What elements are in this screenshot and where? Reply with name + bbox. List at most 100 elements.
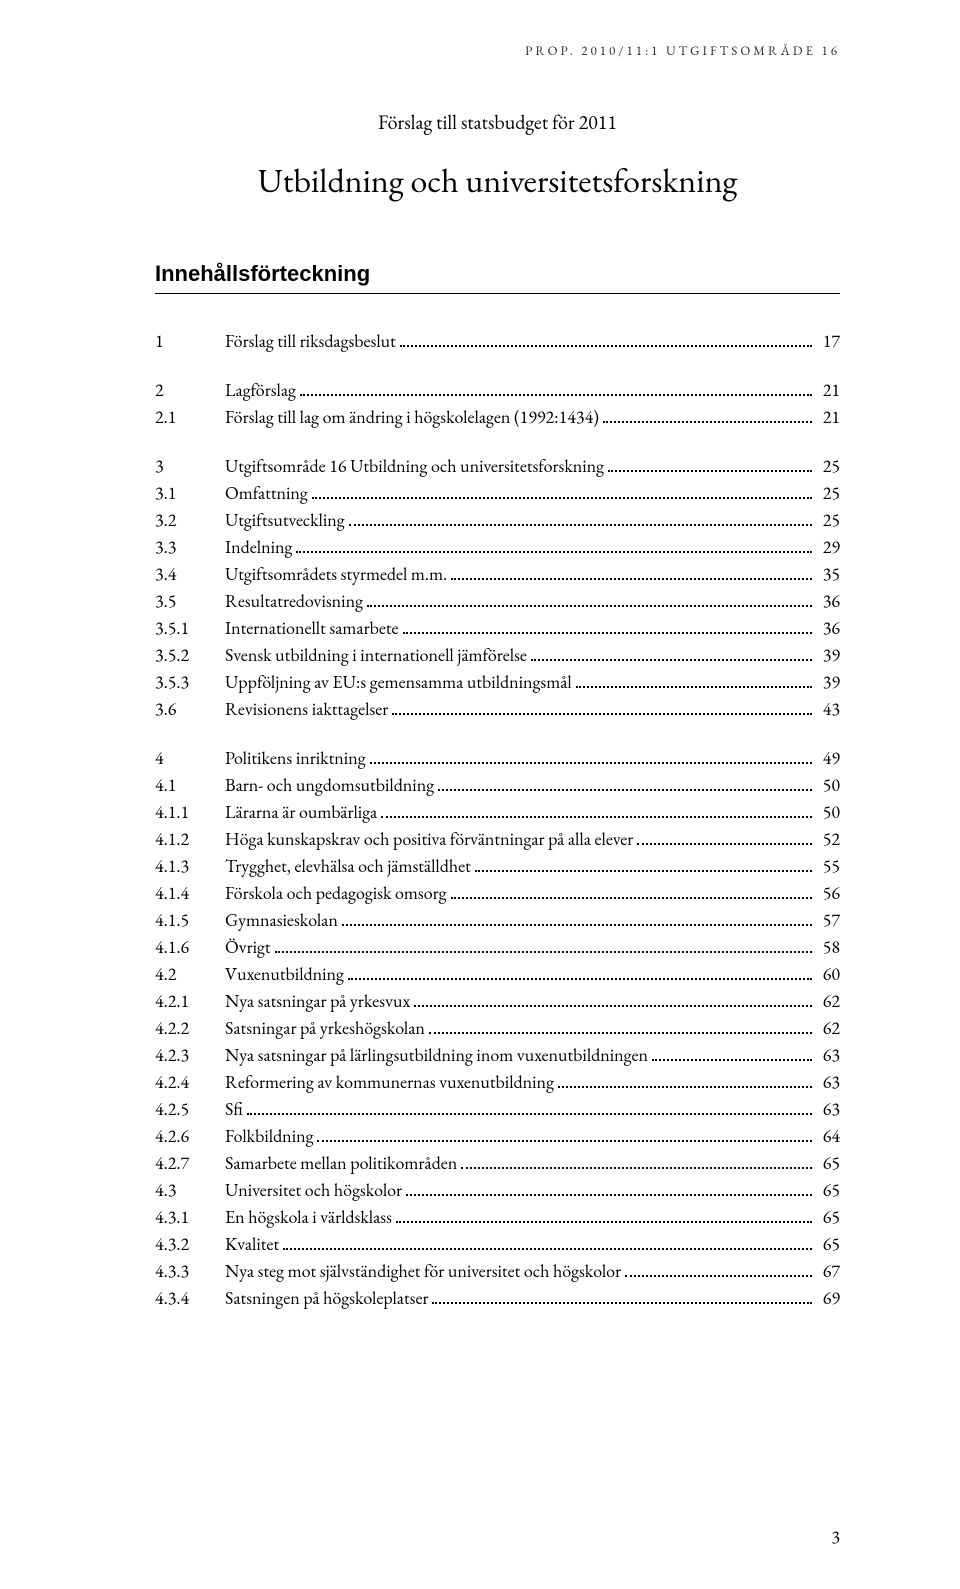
toc-row: 3.5Resultatredovisning 36 bbox=[155, 588, 840, 615]
toc-entry-page: 55 bbox=[816, 853, 840, 880]
toc-row: 4.3.2Kvalitet 65 bbox=[155, 1231, 840, 1258]
toc-leader-dots bbox=[296, 535, 812, 553]
toc-entry-label: Nya satsningar på lärlingsutbildning ino… bbox=[225, 1042, 648, 1069]
toc-row: 4.3.1En högskola i världsklass65 bbox=[155, 1204, 840, 1231]
toc-leader-dots bbox=[461, 1151, 812, 1169]
toc-leader-dots bbox=[414, 989, 812, 1007]
toc-entry-number: 4.2.5 bbox=[155, 1096, 225, 1123]
toc-entry-page: 62 bbox=[816, 1015, 840, 1042]
toc-entry-page: 36 bbox=[816, 615, 840, 642]
toc-entry-page: 52 bbox=[816, 826, 840, 853]
toc-entry-label: Sfi bbox=[225, 1096, 243, 1123]
toc-row: 3.6Revisionens iakttagelser43 bbox=[155, 696, 840, 723]
toc-entry-page: 57 bbox=[816, 907, 840, 934]
toc-entry-label: Förskola och pedagogisk omsorg bbox=[225, 880, 447, 907]
toc-entry-label: Universitet och högskolor bbox=[225, 1177, 402, 1204]
toc-row: 4.2.6Folkbildning64 bbox=[155, 1123, 840, 1150]
toc-entry-page: 36 bbox=[816, 588, 840, 615]
toc-leader-dots bbox=[451, 881, 813, 899]
toc-entry-number: 2 bbox=[155, 377, 225, 404]
toc-row: 4.1.4Förskola och pedagogisk omsorg56 bbox=[155, 880, 840, 907]
toc-entry-label: Förslag till riksdagsbeslut bbox=[225, 328, 396, 355]
toc-entry-label: Reformering av kommunernas vuxenutbildni… bbox=[225, 1069, 554, 1096]
toc-entry-number: 4.2.7 bbox=[155, 1150, 225, 1177]
toc-entry-number: 3.5 bbox=[155, 588, 225, 615]
toc-entry-label: Förslag till lag om ändring i högskolela… bbox=[225, 404, 599, 431]
toc-entry-number: 3.4 bbox=[155, 561, 225, 588]
toc-row: 4.2.1Nya satsningar på yrkesvux62 bbox=[155, 988, 840, 1015]
toc-row: 1Förslag till riksdagsbeslut17 bbox=[155, 328, 840, 355]
toc-entry-label: En högskola i världsklass bbox=[225, 1204, 392, 1231]
toc-entry-number: 2.1 bbox=[155, 404, 225, 431]
toc-row: 4.1.2Höga kunskapskrav och positiva förv… bbox=[155, 826, 840, 853]
toc-entry-label: Folkbildning bbox=[225, 1123, 313, 1150]
toc-row: 4.1.5Gymnasieskolan 57 bbox=[155, 907, 840, 934]
page-number: 3 bbox=[831, 1526, 840, 1549]
toc-row: 3.1Omfattning25 bbox=[155, 480, 840, 507]
toc-entry-label: Satsningen på högskoleplatser bbox=[225, 1285, 428, 1312]
toc-leader-dots bbox=[608, 454, 812, 472]
toc-entry-page: 21 bbox=[816, 404, 840, 431]
toc-leader-dots bbox=[576, 670, 812, 688]
toc-entry-number: 3.5.2 bbox=[155, 642, 225, 669]
toc-entry-page: 67 bbox=[816, 1258, 840, 1285]
toc-leader-dots bbox=[312, 481, 812, 499]
toc-entry-page: 65 bbox=[816, 1150, 840, 1177]
toc-row: 4Politikens inriktning49 bbox=[155, 745, 840, 772]
toc-entry-page: 49 bbox=[816, 745, 840, 772]
toc-entry-label: Lärarna är oumbärliga bbox=[225, 799, 377, 826]
toc-row: 3.2Utgiftsutveckling25 bbox=[155, 507, 840, 534]
toc-entry-label: Uppföljning av EU:s gemensamma utbildnin… bbox=[225, 669, 572, 696]
toc-entry-page: 64 bbox=[816, 1123, 840, 1150]
toc-entry-label: Internationellt samarbete bbox=[225, 615, 399, 642]
toc-leader-dots bbox=[637, 827, 812, 845]
toc-entry-page: 60 bbox=[816, 961, 840, 988]
toc-entry-page: 39 bbox=[816, 669, 840, 696]
toc-entry-page: 65 bbox=[816, 1177, 840, 1204]
toc-entry-number: 4.1.5 bbox=[155, 907, 225, 934]
toc-leader-dots bbox=[381, 800, 812, 818]
toc-entry-number: 4.3.2 bbox=[155, 1231, 225, 1258]
toc-entry-label: Samarbete mellan politikområden bbox=[225, 1150, 457, 1177]
toc-leader-dots bbox=[558, 1070, 812, 1088]
toc-entry-number: 4.3.1 bbox=[155, 1204, 225, 1231]
toc-entry-page: 62 bbox=[816, 988, 840, 1015]
toc-entry-page: 35 bbox=[816, 561, 840, 588]
toc-entry-label: Omfattning bbox=[225, 480, 308, 507]
toc-entry-label: Utgiftsutveckling bbox=[225, 507, 345, 534]
toc-entry-number: 4.1.1 bbox=[155, 799, 225, 826]
toc-row: 4.3.4Satsningen på högskoleplatser69 bbox=[155, 1285, 840, 1312]
toc-entry-page: 65 bbox=[816, 1231, 840, 1258]
table-of-contents: 1Förslag till riksdagsbeslut172Lagförsla… bbox=[155, 328, 840, 1312]
toc-entry-label: Svensk utbildning i internationell jämfö… bbox=[225, 642, 527, 669]
document-title: Utbildning och universitetsforskning bbox=[155, 159, 840, 203]
toc-entry-label: Vuxenutbildning bbox=[225, 961, 344, 988]
toc-entry-label: Satsningar på yrkeshögskolan bbox=[225, 1015, 425, 1042]
toc-leader-dots bbox=[396, 1205, 812, 1223]
toc-row: 3.5.2Svensk utbildning i internationell … bbox=[155, 642, 840, 669]
toc-leader-dots bbox=[531, 643, 812, 661]
toc-leader-dots bbox=[403, 616, 812, 634]
toc-entry-number: 4.2.1 bbox=[155, 988, 225, 1015]
toc-leader-dots bbox=[652, 1043, 812, 1061]
toc-entry-page: 39 bbox=[816, 642, 840, 669]
toc-row: 4.1.6Övrigt58 bbox=[155, 934, 840, 961]
toc-group: 4Politikens inriktning494.1Barn- och ung… bbox=[155, 745, 840, 1312]
toc-leader-dots bbox=[349, 508, 812, 526]
toc-row: 3.3Indelning29 bbox=[155, 534, 840, 561]
toc-entry-label: Politikens inriktning bbox=[225, 745, 366, 772]
toc-entry-number: 3.6 bbox=[155, 696, 225, 723]
toc-leader-dots bbox=[392, 697, 812, 715]
toc-entry-label: Revisionens iakttagelser bbox=[225, 696, 388, 723]
toc-entry-label: Gymnasieskolan bbox=[225, 907, 338, 934]
toc-leader-dots bbox=[275, 935, 812, 953]
toc-leader-dots bbox=[429, 1016, 812, 1034]
toc-entry-number: 3 bbox=[155, 453, 225, 480]
toc-entry-label: Resultatredovisning bbox=[225, 588, 363, 615]
toc-row: 3.5.3Uppföljning av EU:s gemensamma utbi… bbox=[155, 669, 840, 696]
toc-entry-label: Indelning bbox=[225, 534, 292, 561]
toc-group: 2Lagförslag212.1Förslag till lag om ändr… bbox=[155, 377, 840, 431]
toc-entry-number: 4.2.4 bbox=[155, 1069, 225, 1096]
toc-entry-label: Kvalitet bbox=[225, 1231, 279, 1258]
toc-leader-dots bbox=[370, 746, 812, 764]
